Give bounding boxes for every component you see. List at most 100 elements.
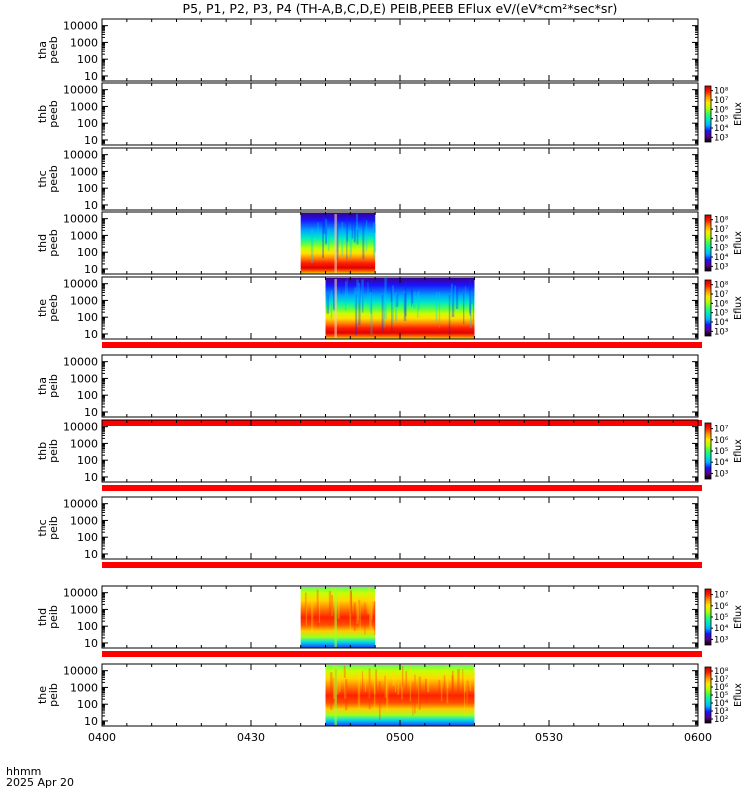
panel-label-probe: thd bbox=[36, 234, 49, 252]
spectrogram-streak bbox=[354, 287, 357, 309]
spectrogram-streak bbox=[325, 221, 327, 245]
panel-frame bbox=[101, 147, 699, 211]
spectrogram-streak bbox=[326, 294, 330, 314]
spectrogram-streak bbox=[368, 668, 371, 710]
spectrogram-streak bbox=[384, 675, 386, 705]
spectrogram-streak bbox=[310, 229, 314, 264]
colorbar-tick-label: 10³ bbox=[714, 262, 728, 272]
spectrogram-streak bbox=[331, 595, 334, 616]
spectrogram-streak bbox=[451, 287, 455, 318]
spectrogram-streak bbox=[350, 591, 352, 616]
panel-label-probe: the bbox=[36, 686, 49, 704]
y-tick-label: 100 bbox=[77, 698, 98, 711]
colorbar-tick-label: 10⁸ bbox=[714, 667, 729, 677]
spectrogram-streak bbox=[454, 285, 456, 301]
colorbar-tick-label: 10⁵ bbox=[714, 447, 728, 457]
spectrogram-streak bbox=[455, 287, 459, 310]
spectrogram-streak bbox=[367, 282, 369, 306]
spectrogram-streak bbox=[317, 221, 319, 240]
fill-band bbox=[102, 485, 702, 491]
spectrogram-streak bbox=[427, 674, 430, 693]
panel-stack: 10100100010000thapeeb10100100010000thbpe… bbox=[36, 18, 744, 744]
y-tick-label: 1000 bbox=[70, 100, 98, 113]
spectrogram-texture bbox=[304, 587, 376, 636]
spectrogram-streak bbox=[472, 293, 474, 322]
spectrogram-streak bbox=[346, 216, 348, 242]
spectrogram-streak bbox=[373, 222, 376, 259]
spectrogram-streak bbox=[336, 225, 339, 261]
time-format-label: hhmm bbox=[6, 765, 41, 778]
spectrogram-streak bbox=[383, 294, 385, 328]
spectrogram-streak bbox=[373, 601, 375, 631]
spectrogram-streak bbox=[394, 676, 397, 693]
spectrogram-streak bbox=[466, 680, 469, 708]
spectrogram-streak bbox=[351, 218, 354, 239]
figure-title: P5, P1, P2, P3, P4 (TH-A,B,C,D,E) PEIB,P… bbox=[183, 1, 618, 16]
y-tick-label: 10000 bbox=[63, 356, 98, 369]
panel-frame bbox=[101, 211, 699, 275]
spectrogram-streak bbox=[344, 281, 347, 311]
panel-label-probe: the bbox=[36, 299, 49, 317]
spectrogram-streak bbox=[401, 675, 403, 700]
colorbar-scale bbox=[704, 85, 712, 143]
spectrogram-streak bbox=[448, 294, 451, 336]
y-tick-label: 10 bbox=[84, 548, 98, 561]
y-tick-label: 10 bbox=[84, 134, 98, 147]
colorbar-tick-label: 10⁶ bbox=[714, 602, 729, 612]
spectrogram-streak bbox=[305, 593, 308, 626]
panel-label-product: peib bbox=[47, 605, 60, 629]
spectrogram-streak bbox=[369, 592, 371, 629]
y-tick-label: 10 bbox=[84, 406, 98, 419]
spectrogram-streak bbox=[368, 671, 371, 699]
spectrogram-streak bbox=[469, 287, 471, 316]
colorbar-tick-label: 10⁴ bbox=[714, 624, 729, 634]
spectrogram-streak bbox=[397, 681, 400, 695]
spectrogram-streak bbox=[346, 278, 348, 296]
y-tick-label: 10 bbox=[84, 263, 98, 276]
colorbar-scale bbox=[704, 214, 712, 272]
spectrogram-streak bbox=[349, 602, 352, 632]
spectrogram-streak bbox=[416, 292, 419, 318]
spectrogram-streak bbox=[440, 681, 443, 702]
spectrogram-streak bbox=[324, 218, 328, 235]
panel-label-probe: tha bbox=[36, 377, 49, 395]
colorbar-tick-label: 10⁶ bbox=[714, 299, 729, 309]
spectrogram-streak bbox=[358, 599, 361, 616]
spectrogram-streak bbox=[412, 681, 414, 716]
colorbar-tick-label: 10³ bbox=[714, 469, 728, 479]
colorbar-label: Eflux bbox=[733, 231, 744, 255]
spectrogram-streak bbox=[411, 284, 413, 307]
spectrogram-streak bbox=[330, 672, 333, 710]
spectrogram-streak bbox=[418, 676, 421, 710]
colorbar-label: Eflux bbox=[733, 102, 744, 126]
spectrogram-streak bbox=[358, 283, 361, 301]
spectrogram-streak bbox=[451, 675, 454, 699]
spectrogram-streak bbox=[316, 589, 319, 628]
spectrogram-streak bbox=[336, 677, 339, 695]
spectrogram-streak bbox=[358, 293, 361, 326]
spectrogram-streak bbox=[355, 213, 358, 238]
x-tick-label: 0500 bbox=[386, 731, 414, 744]
spectrogram-streak bbox=[332, 665, 335, 699]
colorbar-tick-label: 10⁴ bbox=[714, 318, 729, 328]
spectrogram-streak bbox=[344, 679, 348, 711]
colorbar-scale bbox=[704, 666, 712, 724]
spectrogram-streak bbox=[392, 671, 395, 686]
colorbar-tick-label: 10³ bbox=[714, 707, 728, 717]
panel-frame bbox=[101, 585, 699, 649]
colorbar-tick-label: 10⁴ bbox=[714, 699, 729, 709]
fill-band bbox=[102, 562, 702, 568]
y-tick-label: 10000 bbox=[63, 665, 98, 678]
colorbar-tick-label: 10⁷ bbox=[714, 290, 729, 300]
y-tick-label: 1000 bbox=[70, 229, 98, 242]
spectrogram-streak bbox=[394, 293, 398, 322]
spectrogram-streak bbox=[370, 292, 373, 335]
colorbar-label: Eflux bbox=[733, 683, 744, 707]
colorbar-tick-label: 10⁴ bbox=[714, 253, 729, 263]
spectrogram-streak bbox=[370, 280, 372, 315]
